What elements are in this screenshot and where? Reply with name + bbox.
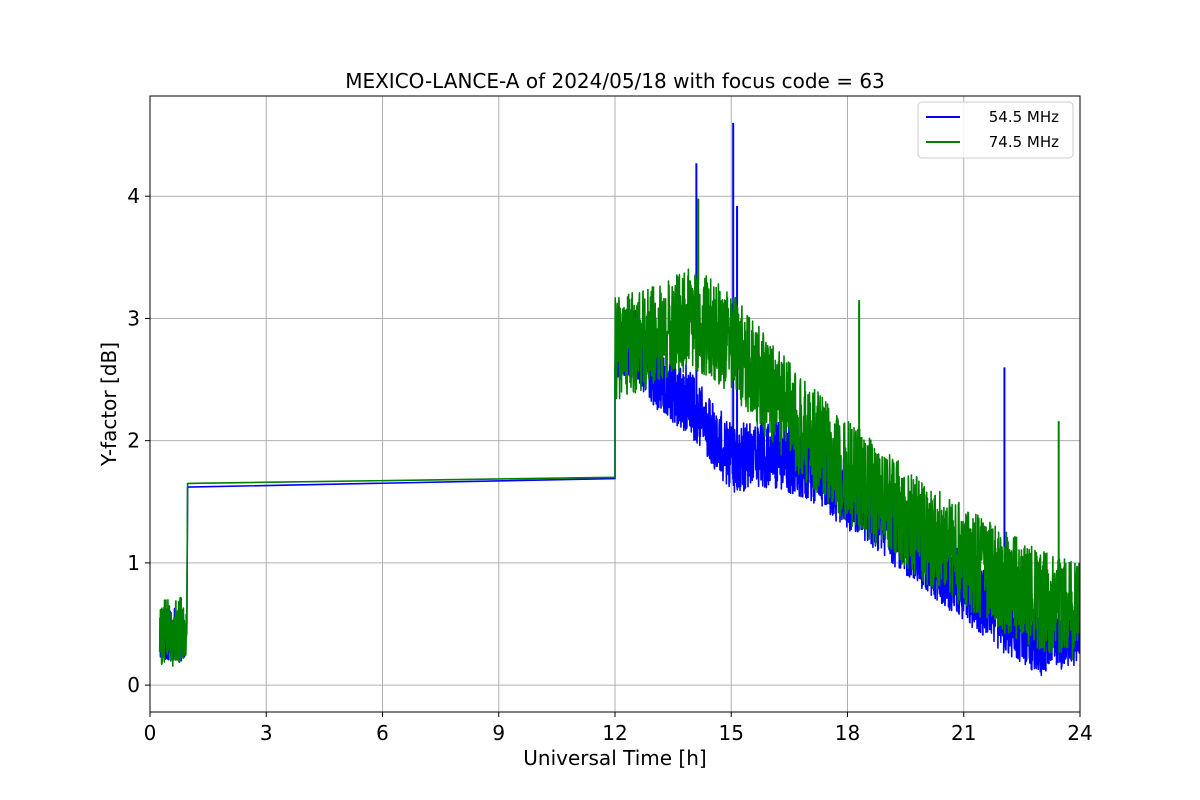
y-axis-label: Y-factor [dB] [97,342,121,467]
plot-series [158,122,1080,677]
legend-label-74-5: 74.5 MHz [989,133,1059,151]
chart-title: MEXICO-LANCE-A of 2024/05/18 with focus … [345,69,885,93]
y-tick-label: 4 [127,184,140,208]
x-tick-label: 9 [492,721,505,745]
x-tick-label: 18 [835,721,860,745]
y-tick-label: 3 [127,306,140,330]
x-tick-label: 0 [144,721,157,745]
x-axis-label: Universal Time [h] [523,746,706,770]
series-74-5-mhz [158,198,1080,667]
y-tick-label: 0 [127,673,140,697]
y-tick-label: 1 [127,551,140,575]
series-line [158,268,1080,667]
x-tick-label: 21 [951,721,976,745]
y-tick-label: 2 [127,429,140,453]
x-tick-label: 12 [602,721,627,745]
x-tick-label: 24 [1067,721,1092,745]
y-axis: 0 1 2 3 4 [127,184,150,697]
x-tick-label: 15 [719,721,744,745]
legend-label-54-5: 54.5 MHz [989,108,1059,126]
x-axis: 0 3 6 9 12 15 18 21 24 [144,712,1093,745]
x-tick-label: 6 [376,721,389,745]
x-tick-label: 3 [260,721,273,745]
legend: 54.5 MHz 74.5 MHz [917,101,1074,159]
